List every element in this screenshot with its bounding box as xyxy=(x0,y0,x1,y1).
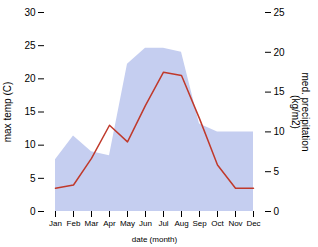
svg-text:max temp (C): max temp (C) xyxy=(2,82,13,143)
svg-text:15: 15 xyxy=(274,86,286,97)
svg-text:30: 30 xyxy=(24,7,36,18)
svg-text:5: 5 xyxy=(274,166,280,177)
svg-text:25: 25 xyxy=(274,7,286,18)
svg-text:25: 25 xyxy=(24,40,36,51)
svg-text:med. precipitation(kg/m2): med. precipitation(kg/m2) xyxy=(290,73,311,152)
svg-text:Nov: Nov xyxy=(228,219,242,228)
svg-text:Jul: Jul xyxy=(158,219,168,228)
svg-text:5: 5 xyxy=(30,173,36,184)
svg-text:Aug: Aug xyxy=(174,219,188,228)
svg-text:0: 0 xyxy=(274,206,280,217)
svg-text:Mar: Mar xyxy=(85,219,99,228)
svg-text:Oct: Oct xyxy=(211,219,224,228)
svg-text:Sep: Sep xyxy=(192,219,207,228)
svg-text:10: 10 xyxy=(24,139,36,150)
svg-text:Jan: Jan xyxy=(49,219,62,228)
svg-text:May: May xyxy=(120,219,135,228)
svg-text:date (month): date (month) xyxy=(132,235,178,244)
svg-text:0: 0 xyxy=(30,206,36,217)
svg-text:20: 20 xyxy=(274,47,286,58)
svg-text:Feb: Feb xyxy=(67,219,81,228)
svg-text:Apr: Apr xyxy=(103,219,116,228)
svg-text:15: 15 xyxy=(24,106,36,117)
svg-text:20: 20 xyxy=(24,73,36,84)
svg-text:Dec: Dec xyxy=(246,219,260,228)
svg-text:Jun: Jun xyxy=(139,219,152,228)
svg-text:10: 10 xyxy=(274,126,286,137)
